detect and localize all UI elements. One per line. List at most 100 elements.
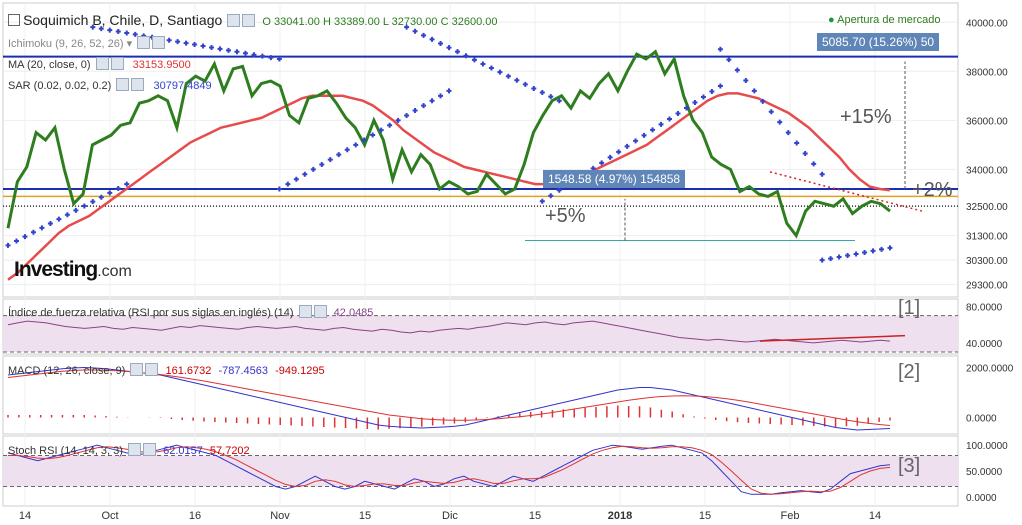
ma-close-icon[interactable]: [110, 57, 124, 70]
sar-point: [412, 28, 418, 34]
logo-name: Investing: [14, 258, 98, 281]
sar-point: [633, 138, 639, 144]
ma-label: MA (20, close, 0): [8, 59, 91, 71]
ma-line: [7, 92, 891, 281]
legend-ma[interactable]: MA (20, close, 0) 33153.9500: [8, 57, 191, 71]
sar-point: [107, 190, 113, 196]
stoch-tick-label: 100.0000: [966, 441, 1008, 452]
x-tick-label: Dic: [442, 510, 458, 522]
main-pane: [2, 2, 959, 298]
y-tick-label: 40000.00: [966, 18, 1008, 29]
pct5-label: +5%: [545, 205, 586, 227]
sar-point: [599, 160, 605, 166]
rsi-settings-icon[interactable]: [298, 305, 312, 318]
ichimoku-settings-icon[interactable]: [137, 36, 151, 49]
legend-macd[interactable]: MACD (12, 26, close, 9) 161.6732 -787.45…: [8, 363, 325, 377]
stoch-tick-label: 50.0000: [966, 467, 1003, 478]
sar-close-icon[interactable]: [131, 78, 145, 91]
x-tick-label: 14: [869, 510, 881, 522]
sar-point: [785, 130, 791, 136]
macd-value-1: 161.6732: [165, 365, 212, 377]
sar-point: [98, 26, 104, 32]
sar-point: [166, 37, 172, 43]
sar-point: [836, 254, 842, 260]
measure-label-top: 5085.70 (15.26%) 50: [817, 33, 940, 51]
macd-value-3: -949.1295: [275, 365, 325, 377]
sar-point: [90, 24, 96, 30]
y-tick-label: 32500.00: [966, 202, 1008, 213]
sar-point: [709, 89, 715, 95]
pane-number-2: [2]: [898, 361, 921, 383]
sar-point: [438, 93, 444, 99]
rsi-close-icon[interactable]: [313, 305, 327, 318]
sar-point: [327, 157, 333, 163]
macd-settings-icon[interactable]: [130, 363, 144, 376]
macd-value-2: -787.4563: [218, 365, 268, 377]
sar-point: [370, 132, 376, 138]
sar-point: [471, 57, 477, 63]
sar-point: [336, 152, 342, 158]
x-tick-label: 15: [529, 510, 541, 522]
pane-number-3: [3]: [898, 455, 921, 477]
rsi-tick-label: 80.0000: [966, 303, 1003, 314]
sar-point: [556, 187, 562, 193]
collapse-icon[interactable]: [8, 14, 20, 26]
sar-point: [675, 110, 681, 116]
legend-ichimoku[interactable]: Ichimoku (9, 26, 52, 26) ▾: [8, 36, 166, 50]
sar-point: [548, 94, 554, 100]
legend-rsi[interactable]: Índice de fuerza relativa (RSI por sus s…: [8, 305, 373, 319]
rsi-value: 42.0485: [333, 307, 374, 319]
market-status-label: Apertura de mercado: [837, 14, 941, 26]
sar-point: [234, 49, 240, 55]
sar-point: [13, 238, 19, 244]
sar-point: [293, 176, 299, 182]
stoch-value-2: 57.7202: [209, 445, 250, 457]
sar-point: [302, 171, 308, 177]
legend-stoch[interactable]: Stoch RSI (14, 14, 3, 3) 62.0157 57.7202: [8, 443, 250, 457]
macd-close-icon[interactable]: [145, 363, 159, 376]
sar-point: [531, 85, 537, 91]
sar-point: [226, 47, 231, 53]
sar-point: [624, 143, 630, 149]
rsi-line: [7, 320, 891, 344]
macd-label: MACD (12, 26, close, 9): [8, 365, 126, 377]
sar-point: [879, 246, 885, 252]
sar-point: [463, 53, 469, 59]
x-tick-label: 15: [359, 510, 371, 522]
rsi-trend-line: [759, 334, 906, 342]
stoch-settings-icon[interactable]: [128, 443, 142, 456]
sar-point: [90, 199, 96, 205]
sar-point: [429, 36, 435, 42]
x-tick-label: 2018: [608, 510, 632, 522]
sar-point: [539, 198, 545, 204]
dropdown-icon[interactable]: ▾: [126, 38, 133, 50]
sar-point: [344, 147, 350, 153]
sar-point: [22, 234, 28, 240]
sar-point: [446, 88, 452, 94]
macd-tick-label: 2000.0000: [966, 364, 1014, 375]
sar-point: [650, 127, 656, 133]
sar-point: [514, 77, 520, 83]
sar-point: [683, 105, 689, 111]
sar-point: [760, 98, 766, 104]
y-tick-label: 36000.00: [966, 116, 1008, 127]
sar-point: [64, 212, 70, 218]
sar-label: SAR (0.02, 0.02, 0.2): [8, 80, 112, 92]
sar-point: [124, 181, 130, 187]
sar-point: [361, 137, 367, 143]
sar-point: [192, 42, 198, 48]
sar-point: [853, 251, 859, 257]
sar-settings-icon[interactable]: [116, 78, 130, 91]
sar-point: [30, 229, 36, 235]
price-line: [6, 49, 891, 239]
sar-point: [310, 166, 316, 172]
settings-icon[interactable]: [227, 14, 241, 27]
sar-point: [319, 161, 325, 167]
legend-sar[interactable]: SAR (0.02, 0.02, 0.2) 30797.4849: [8, 78, 212, 92]
stoch-close-icon[interactable]: [143, 443, 157, 456]
ma-settings-icon[interactable]: [95, 57, 109, 70]
sar-point: [616, 149, 622, 155]
close-icon[interactable]: [242, 14, 256, 27]
ichimoku-close-icon[interactable]: [152, 36, 166, 49]
